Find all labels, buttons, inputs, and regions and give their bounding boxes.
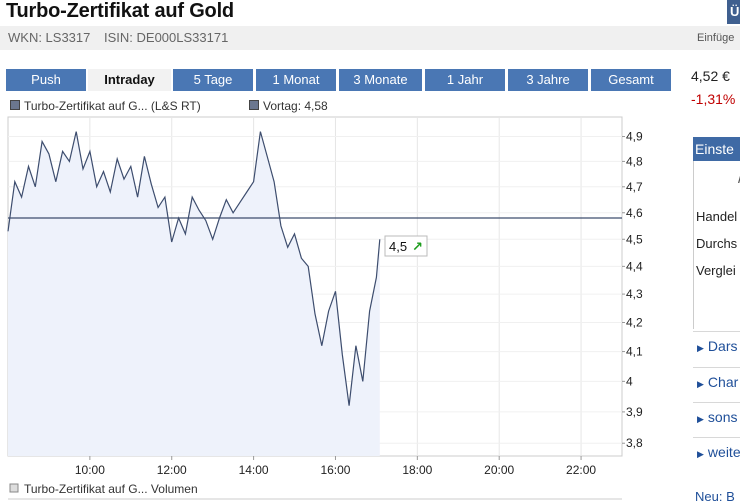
- legend-series: Turbo-Zertifikat auf G... (L&S RT): [10, 99, 201, 113]
- wkn-label: WKN: LS3317: [8, 30, 91, 45]
- new-feature-link[interactable]: Neu: B: [695, 489, 735, 504]
- tab-3-jahre[interactable]: 3 Jahre: [508, 69, 588, 91]
- y-tick-label: 4,5: [626, 232, 643, 246]
- price-line: [7, 131, 381, 406]
- settings-label-durchschnitt[interactable]: Durchs: [696, 236, 738, 251]
- x-axis-ticks: 10:00 12:00 14:00 16:00 18:00 20:00 22:00: [75, 456, 596, 477]
- legend-swatch-icon: [249, 100, 259, 110]
- x-tick-label: 18:00: [402, 463, 432, 477]
- legend-vortag: Vortag: 4,58: [249, 99, 328, 113]
- y-tick-label: 4,2: [626, 315, 643, 329]
- x-tick-label: 20:00: [484, 463, 514, 477]
- insert-link[interactable]: Einfüge: [697, 32, 735, 44]
- intraday-price-chart[interactable]: 3,8 3,9 4 4,1 4,2 4,3 4,4 4,5 4,6 4,7 4,8 4,9 10:00…: [0, 114, 690, 502]
- price-change-percent: -1,31%: [691, 91, 736, 107]
- triangle-right-icon: ▶: [697, 379, 704, 389]
- window-corner-button[interactable]: Ü: [727, 0, 740, 24]
- side-link-charttyp[interactable]: ▶ Char: [693, 367, 740, 396]
- x-tick-label: 12:00: [157, 463, 187, 477]
- tab-5-tage[interactable]: 5 Tage: [173, 69, 253, 91]
- panel-arrow-icon: /: [738, 170, 740, 188]
- y-axis-ticks: 3,8 3,9 4 4,1 4,2 4,3 4,4 4,5 4,6 4,7 4,8 4,9: [622, 130, 643, 450]
- tab-gesamt[interactable]: Gesamt: [591, 69, 671, 91]
- tab-1-monat[interactable]: 1 Monat: [256, 69, 336, 91]
- last-value-label: 4,5 ↗: [384, 235, 428, 257]
- triangle-right-icon: ▶: [697, 343, 704, 353]
- y-tick-label: 4,7: [626, 180, 643, 194]
- settings-panel-header[interactable]: Einste: [693, 137, 740, 161]
- tab-push[interactable]: Push: [6, 69, 86, 91]
- last-value-text: 4,5: [389, 239, 407, 254]
- trend-up-arrow-icon: ↗: [412, 240, 423, 255]
- settings-panel: [693, 161, 740, 329]
- volume-legend-swatch-icon: [9, 483, 19, 493]
- tab-3-monate[interactable]: 3 Monate: [339, 69, 422, 91]
- y-tick-label: 3,8: [626, 436, 643, 450]
- triangle-right-icon: ▶: [697, 414, 704, 424]
- side-link-darstellung[interactable]: ▶ Dars: [693, 331, 740, 360]
- price-area-fill: [8, 131, 380, 456]
- y-tick-label: 4: [626, 374, 633, 388]
- settings-label-handel[interactable]: Handel: [696, 209, 738, 224]
- volume-legend-label: Turbo-Zertifikat auf G... Volumen: [24, 482, 198, 496]
- x-tick-label: 14:00: [239, 463, 269, 477]
- security-id-bar: WKN: LS3317 ISIN: DE000LS33171 Einfüge: [0, 26, 740, 50]
- x-tick-label: 16:00: [320, 463, 350, 477]
- side-link-sonstiges[interactable]: ▶ sons: [693, 402, 740, 431]
- y-tick-label: 4,6: [626, 206, 643, 220]
- y-tick-label: 3,9: [626, 405, 643, 419]
- y-tick-label: 4,3: [626, 287, 643, 301]
- legend-swatch-icon: [10, 100, 20, 110]
- y-tick-label: 4,8: [626, 154, 643, 168]
- settings-label-vergleich[interactable]: Verglei: [696, 263, 736, 278]
- tab-intraday[interactable]: Intraday: [88, 69, 171, 91]
- x-tick-label: 10:00: [75, 463, 105, 477]
- side-link-weitere[interactable]: ▶ weite: [693, 437, 740, 466]
- tab-1-jahr[interactable]: 1 Jahr: [425, 69, 505, 91]
- y-tick-label: 4,1: [626, 345, 643, 359]
- isin-label: ISIN: DE000LS33171: [104, 30, 229, 45]
- y-tick-label: 4,4: [626, 259, 643, 273]
- legend-series-label: Turbo-Zertifikat auf G... (L&S RT): [24, 99, 201, 113]
- page-title: Turbo-Zertifikat auf Gold: [6, 0, 234, 22]
- current-price: 4,52 €: [691, 68, 730, 84]
- triangle-right-icon: ▶: [697, 449, 704, 459]
- y-tick-label: 4,9: [626, 130, 643, 144]
- legend-vortag-label: Vortag: 4,58: [263, 99, 328, 113]
- x-tick-label: 22:00: [566, 463, 596, 477]
